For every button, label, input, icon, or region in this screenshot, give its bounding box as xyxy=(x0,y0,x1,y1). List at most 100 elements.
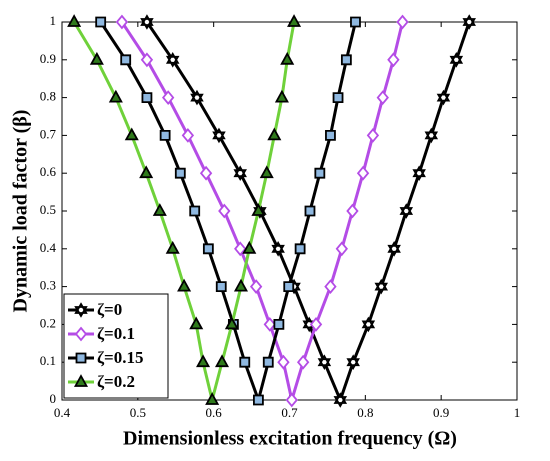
data-point xyxy=(449,51,464,68)
data-point xyxy=(199,165,213,181)
data-point xyxy=(174,167,186,179)
data-point xyxy=(387,240,401,257)
legend-label: ζ=0.2 xyxy=(97,372,135,391)
data-point xyxy=(253,394,264,406)
data-point xyxy=(165,240,180,254)
data-point xyxy=(309,316,323,332)
legend-marker xyxy=(75,352,87,364)
y-tick-label: 0.8 xyxy=(40,89,56,104)
data-point xyxy=(294,243,306,255)
data-point xyxy=(242,240,257,254)
data-point xyxy=(189,316,204,330)
y-axis-label: Dynamic load factor (β) xyxy=(10,110,32,313)
data-point xyxy=(262,356,274,368)
data-point xyxy=(462,14,476,30)
data-point xyxy=(263,316,276,332)
y-tick-label: 0.5 xyxy=(40,202,56,217)
data-point xyxy=(412,165,426,182)
x-tick-label: 0.7 xyxy=(281,405,298,420)
x-tick-label: 1 xyxy=(514,405,521,420)
data-point xyxy=(165,51,180,68)
data-point xyxy=(115,14,129,30)
x-tick-label: 0.8 xyxy=(357,405,373,420)
y-tick-label: 0 xyxy=(50,391,57,406)
data-point xyxy=(399,203,414,219)
data-point xyxy=(287,14,302,27)
data-point xyxy=(181,127,195,143)
data-point xyxy=(396,14,409,30)
data-point xyxy=(356,165,370,181)
data-point xyxy=(177,278,192,292)
legend-label: ζ=0.15 xyxy=(97,348,143,367)
data-point xyxy=(89,51,104,65)
x-tick-label: 0.4 xyxy=(54,405,71,420)
x-axis-label: Dimensionless excitation frequency (Ω) xyxy=(123,428,457,450)
data-point xyxy=(366,127,380,143)
data-point xyxy=(251,203,266,216)
data-point xyxy=(274,89,289,103)
data-point xyxy=(325,130,336,141)
data-point xyxy=(205,392,220,405)
data-point xyxy=(283,281,295,292)
data-point xyxy=(361,316,376,333)
data-point xyxy=(304,205,316,217)
data-point xyxy=(277,354,290,370)
data-point xyxy=(95,16,107,28)
data-point xyxy=(317,354,332,371)
data-point xyxy=(424,127,439,144)
data-point xyxy=(140,14,154,30)
data-point xyxy=(249,279,263,295)
y-tick-label: 0.9 xyxy=(40,51,56,66)
data-point xyxy=(212,127,226,144)
data-point xyxy=(346,203,359,219)
data-point xyxy=(196,354,211,368)
data-point xyxy=(224,316,239,330)
data-point xyxy=(202,243,214,255)
x-tick-label: 0.5 xyxy=(130,405,146,420)
data-point xyxy=(376,90,389,106)
data-point xyxy=(120,54,132,66)
legend-label: ζ=0 xyxy=(97,300,122,319)
legend-marker xyxy=(73,374,89,387)
data-point xyxy=(374,278,389,295)
data-point xyxy=(296,354,310,370)
x-tick-label: 0.9 xyxy=(433,405,449,420)
data-point xyxy=(314,167,326,179)
legend-label: ζ=0.1 xyxy=(97,324,135,343)
data-point xyxy=(233,165,247,182)
data-point xyxy=(190,89,204,106)
data-point xyxy=(324,279,337,295)
data-point xyxy=(214,354,230,368)
data-point xyxy=(159,130,171,141)
y-tick-label: 0.6 xyxy=(40,164,57,179)
y-tick-label: 1 xyxy=(50,13,57,28)
data-point xyxy=(332,92,344,103)
data-point xyxy=(267,127,282,141)
data-point xyxy=(340,54,352,66)
data-point xyxy=(152,203,167,216)
data-point xyxy=(333,392,348,408)
data-point xyxy=(218,203,231,219)
data-point xyxy=(189,205,201,217)
data-point xyxy=(280,51,295,65)
x-tick-label: 0.6 xyxy=(206,405,223,420)
data-point xyxy=(140,52,154,68)
data-point xyxy=(271,240,285,257)
data-point xyxy=(215,281,227,292)
data-point xyxy=(139,165,154,179)
data-point xyxy=(285,392,298,408)
legend-marker xyxy=(74,326,88,342)
data-point xyxy=(67,14,82,27)
data-point xyxy=(233,278,248,292)
data-point xyxy=(346,354,360,371)
data-point xyxy=(259,165,274,179)
y-tick-label: 0.3 xyxy=(40,278,56,293)
y-tick-label: 0.4 xyxy=(40,240,57,255)
data-point xyxy=(350,16,361,28)
data-point xyxy=(335,241,348,257)
data-point xyxy=(387,52,400,68)
data-point xyxy=(436,89,451,106)
y-tick-label: 0.7 xyxy=(40,126,57,141)
data-point xyxy=(161,90,175,106)
